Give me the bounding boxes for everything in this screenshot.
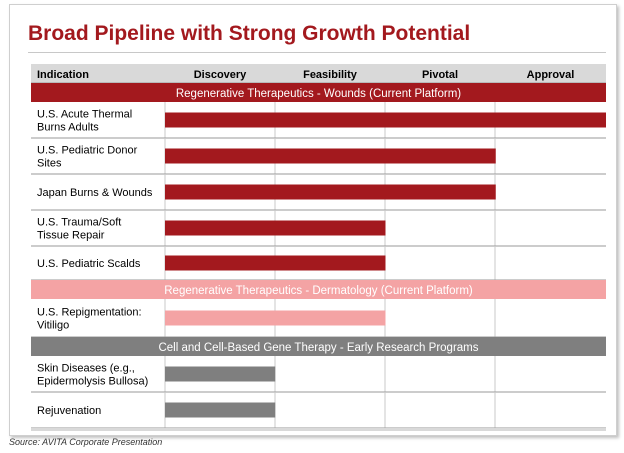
indication-label: Japan Burns & Wounds xyxy=(37,187,153,199)
progress-bar xyxy=(165,255,386,271)
group-band xyxy=(31,83,606,102)
header-row xyxy=(31,64,606,83)
column-header-pivotal: Pivotal xyxy=(422,69,458,81)
indication-label: U.S. Acute Thermal xyxy=(37,109,132,121)
indication-label: U.S. Repigmentation: xyxy=(37,307,142,319)
group-title: Regenerative Therapeutics - Wounds (Curr… xyxy=(176,88,461,100)
indication-label: Rejuvenation xyxy=(37,405,101,417)
indication-label: U.S. Pediatric Donor xyxy=(37,145,138,157)
indication-label: U.S. Trauma/Soft xyxy=(37,217,121,229)
column-header-approval: Approval xyxy=(527,69,575,81)
indication-label: Sites xyxy=(37,158,62,170)
indication-label: Tissue Repair xyxy=(37,230,105,242)
indication-label: Vitiligo xyxy=(37,320,69,332)
column-header-discovery: Discovery xyxy=(194,69,247,81)
slide-title: Broad Pipeline with Strong Growth Potent… xyxy=(28,22,471,45)
progress-bar xyxy=(165,220,386,236)
title-divider xyxy=(28,52,606,53)
indication-label: U.S. Pediatric Scalds xyxy=(37,258,141,270)
group-title: Cell and Cell-Based Gene Therapy - Early… xyxy=(158,342,478,354)
progress-bar xyxy=(165,112,606,128)
group-band xyxy=(31,337,606,356)
column-header-feasibility: Feasibility xyxy=(303,69,358,81)
progress-bar xyxy=(165,148,496,164)
indication-label: Burns Adults xyxy=(37,122,99,134)
indication-label: Skin Diseases (e.g., xyxy=(37,363,135,375)
footer-band xyxy=(31,428,606,431)
progress-bar xyxy=(165,184,496,200)
group-title: Regenerative Therapeutics - Dermatology … xyxy=(164,285,473,297)
source-note: Source: AVITA Corporate Presentation xyxy=(9,437,163,447)
progress-bar xyxy=(165,310,386,326)
progress-bar xyxy=(165,402,276,418)
indication-label: Epidermolysis Bullosa) xyxy=(37,376,148,388)
group-band xyxy=(31,280,606,299)
progress-bar xyxy=(165,366,276,382)
column-header-indication: Indication xyxy=(37,69,89,81)
